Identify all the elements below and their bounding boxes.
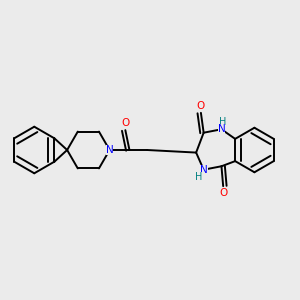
Text: N: N [218, 124, 225, 134]
Text: O: O [121, 118, 130, 128]
Text: H: H [195, 172, 203, 182]
Text: O: O [197, 101, 205, 111]
Text: O: O [219, 188, 227, 198]
Text: H: H [220, 117, 227, 127]
Text: N: N [200, 165, 208, 175]
Text: N: N [106, 145, 113, 155]
